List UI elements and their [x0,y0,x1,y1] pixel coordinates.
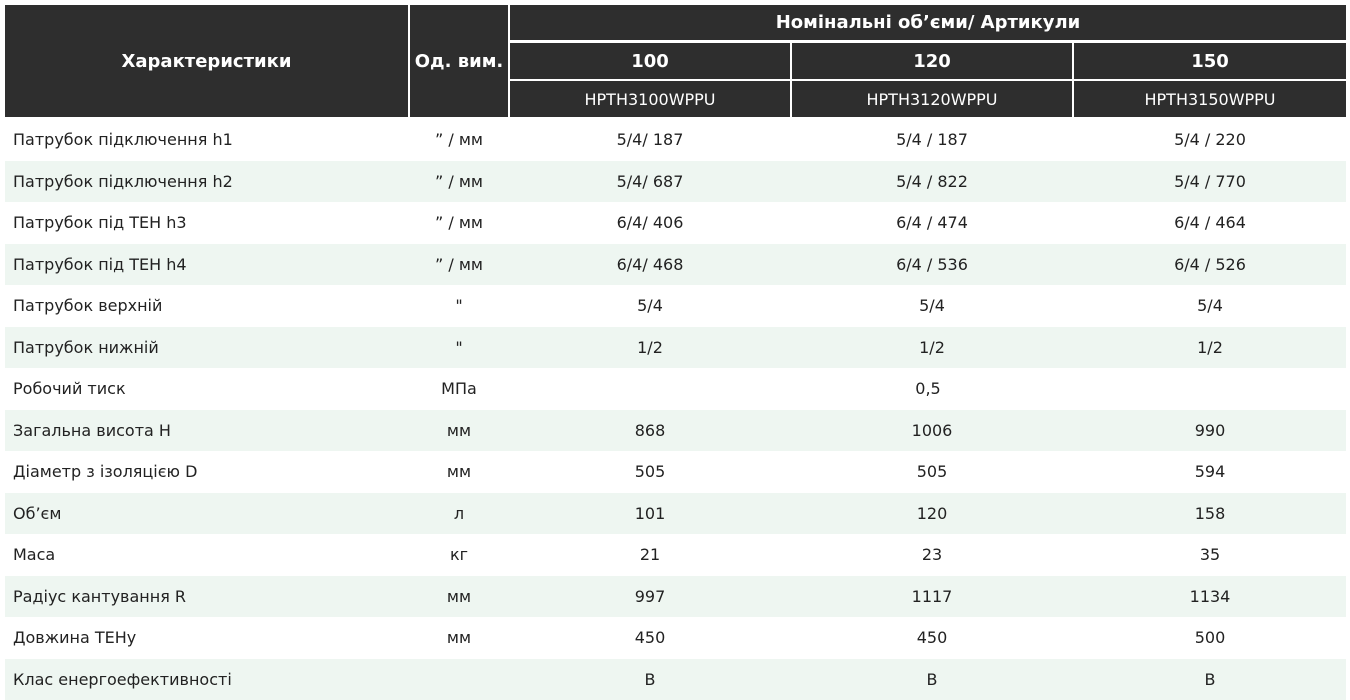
value-cell: 5/4 / 770 [1174,171,1246,191]
volume-cell: 120 [792,43,1072,79]
unit-cell: ” / мм [435,171,483,191]
value-cell: 450 [634,628,666,648]
value-cell: 990 [1194,420,1226,440]
row-label: Клас енергоефективності [13,669,232,689]
value-cell: B [926,669,938,689]
value-cell: 0,5 [915,379,941,399]
row-label: Патрубок під ТЕН h3 [13,213,187,233]
value-cell: 5/4 / 822 [896,171,968,191]
row-label: Діаметр з ізоляцією D [13,462,198,482]
unit-cell: л [453,503,465,523]
unit-cell: ” / мм [435,254,483,274]
unit-cell [410,659,508,700]
value-cell: 120 [916,503,948,523]
value-cell: 594 [1194,462,1226,482]
unit-cell: мм [446,586,472,606]
unit-cell: мм [446,462,472,482]
value-cell: 1/2 [919,337,945,357]
row-band [5,326,1346,368]
row-band [5,658,1346,700]
value-cell: 5/4 [637,296,663,316]
unit-cell: МПа [441,379,477,399]
value-cell: 1134 [1189,586,1231,606]
row-label: Патрубок верхній [13,296,163,316]
value-cell: 6/4/ 468 [616,254,684,274]
value-cell: 5/4 / 220 [1174,130,1246,150]
value-cell: 5/4/ 687 [616,171,684,191]
value-cell: 505 [634,462,666,482]
value-cell: 500 [1194,628,1226,648]
value-cell: 450 [916,628,948,648]
header-cell: Характеристики [5,5,408,117]
value-cell: 6/4/ 406 [616,213,684,233]
row-label: Загальна висота H [13,420,171,440]
value-cell: B [644,669,656,689]
value-cell: 1006 [911,420,953,440]
value-cell: 5/4 [919,296,945,316]
row-label: Об’єм [13,503,62,523]
value-cell: 101 [634,503,666,523]
unit-cell: " [455,337,463,357]
volume-cell: 100 [510,43,790,79]
row-label: Робочий тиск [13,379,126,399]
value-cell: 158 [1194,503,1226,523]
unit-cell: кг [449,545,469,565]
value-cell: 1/2 [1197,337,1223,357]
article-cell: HPTH3150WPPU [1074,81,1346,117]
row-label: Маса [13,545,56,565]
value-cell: B [1204,669,1216,689]
unit-cell: мм [446,628,472,648]
row-band [5,409,1346,451]
article-cell: HPTH3120WPPU [792,81,1072,117]
row-label: Радіус кантування R [13,586,187,606]
unit-cell: ” / мм [435,130,483,150]
value-cell: 997 [634,586,666,606]
value-cell: 6/4 / 526 [1174,254,1246,274]
value-cell: 5/4 / 187 [896,130,968,150]
unit-cell: ” / мм [435,213,483,233]
value-cell: 5/4/ 187 [616,130,684,150]
value-cell: 505 [916,462,948,482]
row-label: Довжина ТЕНу [13,628,137,648]
value-cell: 1/2 [637,337,663,357]
value-cell: 868 [634,420,666,440]
row-band [5,575,1346,617]
header-cell: Номінальні об’єми/ Артикули [510,5,1346,40]
row-label: Патрубок нижній [13,337,159,357]
value-cell: 21 [639,545,661,565]
row-band [5,243,1346,285]
value-cell: 6/4 / 464 [1174,213,1246,233]
unit-cell: " [455,296,463,316]
row-band [5,160,1346,202]
row-band [5,492,1346,534]
value-cell: 6/4 / 474 [896,213,968,233]
header-cell: Од. вим. [410,5,508,117]
article-cell: HPTH3100WPPU [510,81,790,117]
value-cell: 23 [921,545,943,565]
value-cell: 6/4 / 536 [896,254,968,274]
volume-cell: 150 [1074,43,1346,79]
value-cell: 5/4 [1197,296,1223,316]
row-label: Патрубок підключення h2 [13,171,233,191]
value-cell: 35 [1199,545,1221,565]
row-label: Патрубок підключення h1 [13,130,233,150]
value-cell: 1117 [911,586,953,606]
row-label: Патрубок під ТЕН h4 [13,254,187,274]
unit-cell: мм [446,420,472,440]
